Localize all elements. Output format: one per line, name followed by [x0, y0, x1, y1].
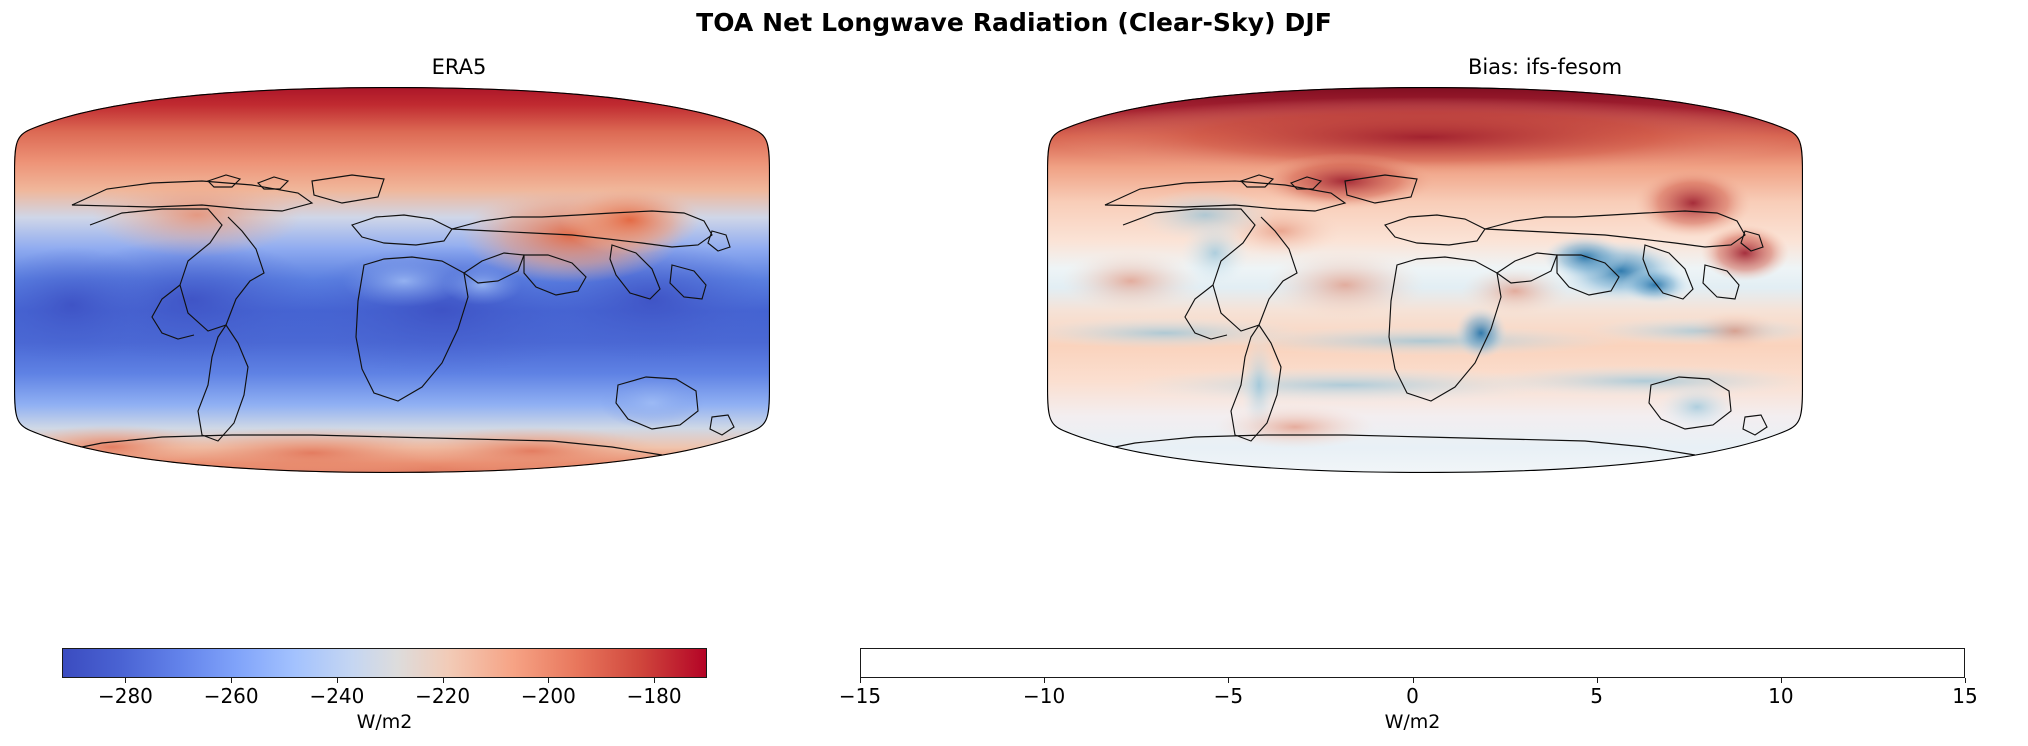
- tick-mark: [548, 678, 550, 683]
- tick-label: 0: [1406, 684, 1419, 708]
- tick-mark: [1228, 678, 1230, 683]
- tick-mark: [1965, 678, 1966, 683]
- map-bias-svg: [1047, 87, 1803, 473]
- tick-mark: [1044, 678, 1046, 683]
- colorbar-era5-ticks: −280 −260 −240 −220 −200 −180: [62, 678, 707, 708]
- colorbar-era5[interactable]: −280 −260 −240 −220 −200 −180 W/m2: [62, 648, 707, 733]
- map-era5-svg: [14, 87, 770, 473]
- panel-title-right: Bias: ifs-fesom: [1467, 55, 1623, 79]
- tick-mark: [336, 678, 338, 683]
- colorbar-bias-gradient: [860, 648, 1965, 678]
- tick-mark: [231, 678, 233, 683]
- coastlines: [51, 174, 735, 456]
- tick-mark: [654, 678, 656, 683]
- figure-title: TOA Net Longwave Radiation (Clear-Sky) D…: [696, 8, 1332, 37]
- map-bias: [1045, 85, 1805, 475]
- tick-mark: [125, 678, 127, 683]
- tick-label: −260: [203, 684, 259, 708]
- colorbar-bias[interactable]: −15 −10 −5 0 5 10 15 W/m2: [839, 648, 1978, 733]
- map-outline-left: [14, 87, 770, 473]
- map-era5: [12, 85, 772, 475]
- tick-mark: [1596, 678, 1598, 683]
- colorbar-era5-gradient: [62, 648, 707, 678]
- panel-title-left: ERA5: [431, 55, 487, 79]
- tick-mark: [442, 678, 444, 683]
- tick-label: −180: [626, 684, 682, 708]
- tick-label: −240: [309, 684, 365, 708]
- tick-label: −5: [1213, 684, 1244, 708]
- tick-label: 10: [1768, 684, 1794, 708]
- colorbar-bias-label: W/m2: [1384, 711, 1441, 733]
- colorbar-era5-label: W/m2: [356, 711, 413, 733]
- coastlines: [1084, 174, 1768, 456]
- tick-label: −200: [520, 684, 576, 708]
- colorbar-bias-ticks: −15 −10 −5 0 5 10 15: [839, 678, 1978, 708]
- tick-mark: [1412, 678, 1414, 683]
- tick-label: −10: [1023, 684, 1066, 708]
- tick-label: −15: [838, 684, 882, 708]
- tick-label: 5: [1590, 684, 1604, 708]
- tick-label: 15: [1952, 684, 1978, 708]
- tick-label: −220: [415, 684, 471, 708]
- tick-mark: [860, 678, 861, 683]
- tick-mark: [1780, 678, 1782, 683]
- tick-label: −280: [97, 684, 153, 708]
- map-outline-right: [1047, 87, 1803, 473]
